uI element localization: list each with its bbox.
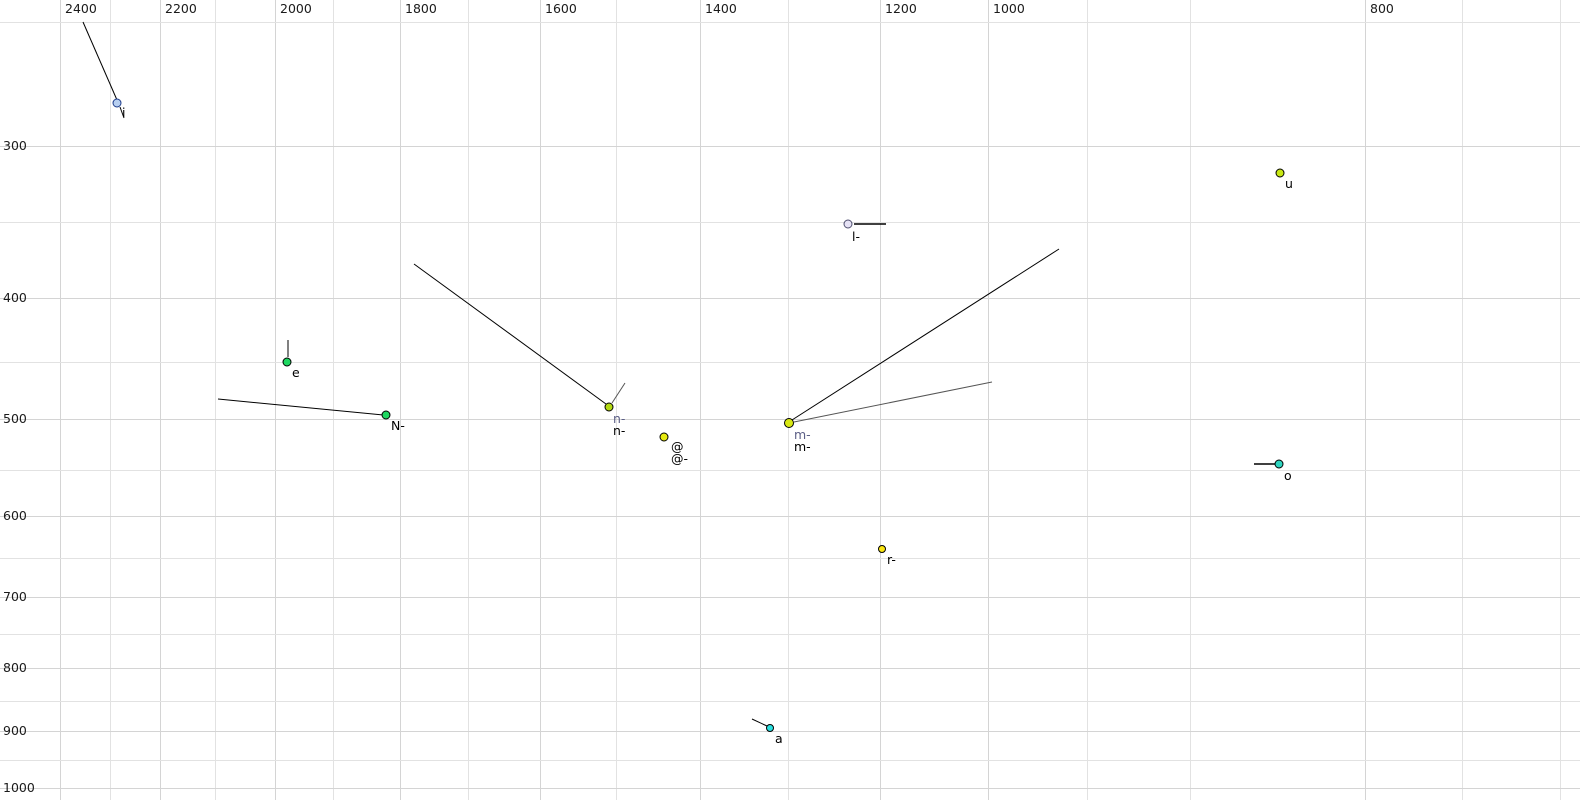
gridline-horizontal-minor	[0, 701, 1580, 702]
data-point-label-u: u	[1285, 176, 1293, 191]
gridline-horizontal-major	[0, 516, 1580, 517]
gridline-vertical-minor	[1087, 0, 1088, 800]
gridline-horizontal-minor	[0, 634, 1580, 635]
x-tick-label: 1400	[705, 1, 737, 16]
seg-N	[217, 398, 384, 416]
gridline-horizontal-minor	[0, 362, 1580, 363]
gridline-horizontal-major	[0, 731, 1580, 732]
x-tick-label: 2400	[65, 1, 97, 16]
gridline-vertical-major	[988, 0, 989, 800]
x-tick-label: 1800	[405, 1, 437, 16]
data-point-label-e: e	[292, 365, 300, 380]
seg-i	[82, 21, 118, 101]
gridline-vertical-minor	[1462, 0, 1463, 800]
data-point-marker-N[interactable]	[381, 410, 391, 420]
gridline-vertical-major	[700, 0, 701, 800]
y-tick-label: 300	[3, 138, 27, 153]
gridline-vertical-major	[60, 0, 61, 800]
seg-m-lo	[793, 381, 993, 423]
gridline-vertical-major	[540, 0, 541, 800]
x-tick-label: 2200	[165, 1, 197, 16]
data-point-label-m2: m-	[794, 439, 811, 454]
gridline-vertical-minor	[788, 0, 789, 800]
gridline-horizontal-major	[0, 298, 1580, 299]
data-point-label-N: N-	[391, 418, 405, 433]
data-point-marker-at[interactable]	[659, 432, 669, 442]
x-tick-label: 1200	[885, 1, 917, 16]
seg-m-up	[791, 248, 1060, 421]
data-point-label-l: l-	[852, 229, 860, 244]
data-point-label-at2: @-	[671, 451, 689, 466]
data-point-marker-i[interactable]	[112, 98, 122, 108]
y-tick-label: 400	[3, 290, 27, 305]
gridline-horizontal-major	[0, 146, 1580, 147]
x-tick-label: 800	[1370, 1, 1394, 16]
data-point-marker-n[interactable]	[604, 402, 614, 412]
data-point-marker-l[interactable]	[843, 219, 853, 229]
seg-a	[751, 718, 768, 727]
x-tick-label: 2000	[280, 1, 312, 16]
data-point-label-n2: n-	[613, 423, 626, 438]
seg-n-up	[611, 382, 626, 404]
y-tick-label: 900	[3, 723, 27, 738]
data-point-label-n: n-	[613, 411, 626, 426]
seg-i-tail	[119, 106, 125, 119]
data-point-label-r: r-	[887, 552, 896, 567]
gridline-horizontal-minor	[0, 22, 1580, 23]
gridline-vertical-major	[1365, 0, 1366, 800]
gridline-vertical-minor	[616, 0, 617, 800]
y-tick-label: 600	[3, 508, 27, 523]
data-point-label-i: i	[122, 105, 126, 120]
gridline-vertical-minor	[1560, 0, 1561, 800]
data-point-marker-u[interactable]	[1275, 168, 1285, 178]
gridline-vertical-minor	[110, 0, 111, 800]
data-point-label-at: @	[671, 439, 684, 454]
data-point-marker-r[interactable]	[878, 545, 886, 553]
data-point-marker-o[interactable]	[1274, 459, 1284, 469]
gridline-horizontal-minor	[0, 222, 1580, 223]
seg-n	[413, 263, 607, 405]
y-tick-label: 800	[3, 660, 27, 675]
gridline-horizontal-minor	[0, 470, 1580, 471]
data-point-label-a: a	[775, 731, 783, 746]
y-tick-label: 1000	[3, 780, 35, 795]
gridline-horizontal-minor	[0, 760, 1580, 761]
gridline-vertical-minor	[468, 0, 469, 800]
gridline-horizontal-major	[0, 597, 1580, 598]
x-tick-label: 1600	[545, 1, 577, 16]
gridline-horizontal-major	[0, 788, 1580, 789]
gridline-vertical-major	[880, 0, 881, 800]
data-point-marker-m[interactable]	[784, 418, 794, 428]
data-point-label-o: o	[1284, 468, 1292, 483]
data-point-label-m: m-	[794, 427, 811, 442]
y-tick-label: 700	[3, 589, 27, 604]
gridline-vertical-major	[400, 0, 401, 800]
data-point-marker-e[interactable]	[282, 357, 292, 367]
gridline-vertical-minor	[1190, 0, 1191, 800]
gridline-vertical-minor	[333, 0, 334, 800]
gridline-vertical-major	[160, 0, 161, 800]
gridline-vertical-major	[275, 0, 276, 800]
y-tick-label: 500	[3, 411, 27, 426]
gridline-vertical-minor	[215, 0, 216, 800]
data-point-marker-a[interactable]	[766, 724, 774, 732]
gridline-horizontal-major	[0, 668, 1580, 669]
gridline-horizontal-minor	[0, 558, 1580, 559]
x-tick-label: 1000	[993, 1, 1025, 16]
